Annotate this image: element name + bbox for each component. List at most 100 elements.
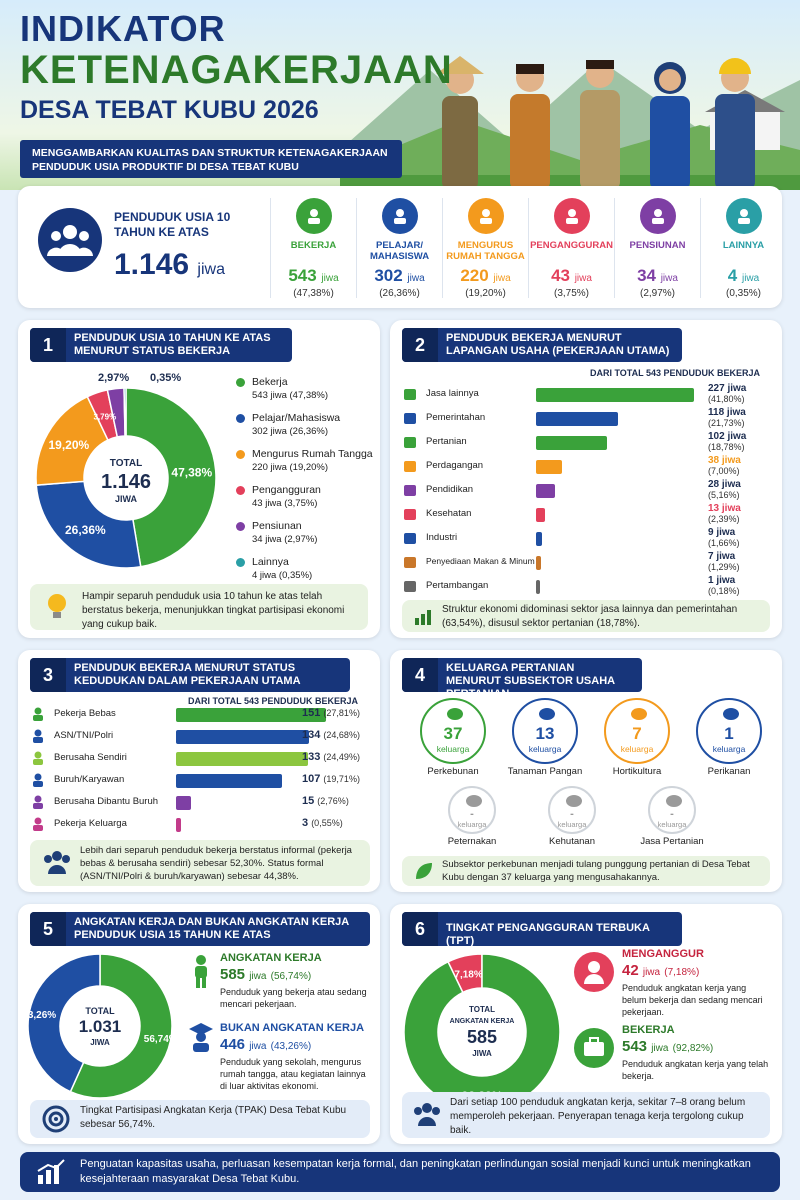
person-icon xyxy=(553,198,590,234)
category-label: BEKERJA xyxy=(290,240,337,251)
legend-item: Bekerja 543 jiwa (47,38%) xyxy=(236,376,376,402)
title-line-2: KETENAGAKERJAAN xyxy=(20,48,453,92)
legend-item: Pelajar/Mahasiswa 302 jiwa (26,36%) xyxy=(236,412,376,438)
bar-row: Pendidikan 28 jiwa (5,16%) xyxy=(402,479,772,500)
population-value: 1.146 jiwa xyxy=(114,248,225,281)
bar-row: Pekerja Bebas 151 (27,81%) xyxy=(30,704,370,724)
section-2-card: 2 PENDUDUK BEKERJA MENURUT LAPANGAN USAH… xyxy=(390,320,782,638)
bar-label: Buruh/Karyawan xyxy=(54,774,125,785)
people-icon xyxy=(414,1103,440,1126)
leaf-icon xyxy=(402,434,418,450)
category-value: 34 jiwa xyxy=(637,266,678,285)
donut-slice xyxy=(123,387,127,437)
bar-row: Pekerja Keluarga 3 (0,55%) xyxy=(30,814,370,834)
officer-icon xyxy=(30,728,46,744)
bar-label: Pertambangan xyxy=(426,580,489,591)
donut-center-unit: JIWA xyxy=(90,1038,110,1047)
legend-value: 4 jiwa (0,35%) xyxy=(252,570,313,581)
bar-label: Berusaha Sendiri xyxy=(54,752,127,763)
subsector-unit: keluarga xyxy=(712,744,746,754)
bar-row: Kesehatan 13 jiwa (2,39%) xyxy=(402,503,772,524)
bar xyxy=(536,508,546,522)
legend-value: 43 jiwa (3,75%) xyxy=(252,498,318,509)
bar-label: Jasa lainnya xyxy=(426,388,479,399)
footer-banner: Penguatan kapasitas usaha, perluasan kes… xyxy=(20,1152,780,1192)
legend-name: Pensiunan xyxy=(252,520,302,532)
summary-category: PELAJAR/ MAHASISWA 302 jiwa (26,36%) xyxy=(356,198,442,299)
category-percent: (19,20%) xyxy=(465,288,506,299)
bak-value: 446 jiwa (43,26%) xyxy=(220,1036,312,1053)
leaf-icon xyxy=(416,863,432,879)
category-value: 543 jiwa xyxy=(288,266,339,285)
legend-name: Mengurus Rumah Tangga xyxy=(252,448,373,460)
subsector-name: Jasa Pertanian xyxy=(640,836,704,847)
legend-dot xyxy=(236,414,245,423)
ak-value: 585 jiwa (56,74%) xyxy=(220,966,312,983)
bar-label: Berusaha Dibantu Buruh xyxy=(54,796,159,807)
bar-row: Pertanian 102 jiwa (18,78%) xyxy=(402,431,772,452)
bar-label: Pertanian xyxy=(426,436,467,447)
category-value: 43 jiwa xyxy=(551,266,592,285)
legend-item: Pengangguran 43 jiwa (3,75%) xyxy=(236,484,376,510)
bar xyxy=(176,796,191,810)
bar-caption: DARI TOTAL 543 PENDUDUK BEKERJA xyxy=(589,368,760,378)
category-percent: (0,35%) xyxy=(725,288,761,299)
legend-name: Pengangguran xyxy=(252,484,321,496)
bar-row: Industri 9 jiwa (1,66%) xyxy=(402,527,772,548)
bar xyxy=(536,460,563,474)
bar xyxy=(536,388,694,402)
section-number: 4 xyxy=(402,658,438,692)
slice-label-outside: 0,35% xyxy=(150,372,182,384)
section-3-header: 3 PENDUDUK BEKERJA MENURUT STATUS KEDUDU… xyxy=(30,658,350,692)
subsector-name: Hortikultura xyxy=(612,766,662,777)
section-4-note: Subsektor perkebunan menjadi tulang pung… xyxy=(402,856,770,886)
section-title: PENDUDUK BEKERJA MENURUT STATUS KEDUDUKA… xyxy=(74,662,301,687)
legend-value: 302 jiwa (26,36%) xyxy=(252,426,329,437)
section-5-note: Tingkat Partisipasi Angkatan Kerja (TPAK… xyxy=(30,1100,370,1138)
unemployed-value: 42 jiwa (7,18%) xyxy=(622,962,700,979)
section-1-note: Hampir separuh penduduk usia 10 tahun ke… xyxy=(30,584,368,630)
family-icon xyxy=(30,816,46,832)
bar-value: 28 jiwa (5,16%) xyxy=(708,479,741,500)
bar-row: Jasa lainnya 227 jiwa (41,80%) xyxy=(402,383,772,404)
legend-dot xyxy=(236,378,245,387)
bak-description: Penduduk yang sekolah, mengurus rumah ta… xyxy=(220,1057,366,1091)
category-label: PENGANGGURAN xyxy=(530,240,613,251)
donut-center-label: TOTAL xyxy=(110,458,142,469)
subsector-unit: keluarga xyxy=(557,820,587,829)
slice-label: 26,36% xyxy=(65,523,106,537)
section-2-note: Struktur ekonomi didominasi sektor jasa … xyxy=(402,600,770,632)
bar-value: 1 jiwa (0,18%) xyxy=(708,575,740,596)
bar-value: 134 (24,68%) xyxy=(302,729,360,741)
subsector-unit: keluarga xyxy=(528,744,562,754)
section-1-header: 1 PENDUDUK USIA 10 TAHUN KE ATAS MENURUT… xyxy=(30,328,292,362)
slice-label: 19,20% xyxy=(48,438,89,452)
legend-name: Bekerja xyxy=(252,376,288,388)
bar-value: 227 jiwa (41,80%) xyxy=(708,383,747,404)
legend-name: Lainnya xyxy=(252,556,289,568)
hero-banner: INDIKATOR KETENAGAKERJAAN DESA TEBAT KUB… xyxy=(0,0,800,190)
bar xyxy=(536,484,556,498)
briefcase-icon xyxy=(295,198,332,234)
employed-description: Penduduk angkatan kerja yang telah beker… xyxy=(622,1059,769,1081)
bar-row: Berusaha Dibantu Buruh 15 (2,76%) xyxy=(30,792,370,812)
donut-slice xyxy=(27,953,101,1093)
legend-item: Mengurus Rumah Tangga 220 jiwa (19,20%) xyxy=(236,448,376,474)
category-value: 4 jiwa xyxy=(727,266,760,285)
employed-title: BEKERJA xyxy=(622,1024,675,1036)
workers-illustration xyxy=(436,56,755,190)
bar xyxy=(536,412,619,426)
ak-description: Penduduk yang bekerja atau sedang mencar… xyxy=(220,987,367,1009)
donut-slice xyxy=(125,387,217,568)
cow-icon xyxy=(465,793,483,814)
section-2-header: 2 PENDUDUK BEKERJA MENURUT LAPANGAN USAH… xyxy=(402,328,682,362)
subsector-kehutanan: - keluarga xyxy=(548,786,596,834)
unemployed-icon xyxy=(574,952,614,992)
carrot-icon xyxy=(630,706,648,727)
cart-icon xyxy=(402,458,418,474)
bar xyxy=(176,730,310,744)
bar-label: Penyediaan Makan & Minum xyxy=(426,556,535,566)
bar-value: 9 jiwa (1,66%) xyxy=(708,527,740,548)
section-6-note: Dari setiap 100 penduduk angkatan kerja,… xyxy=(402,1092,770,1138)
